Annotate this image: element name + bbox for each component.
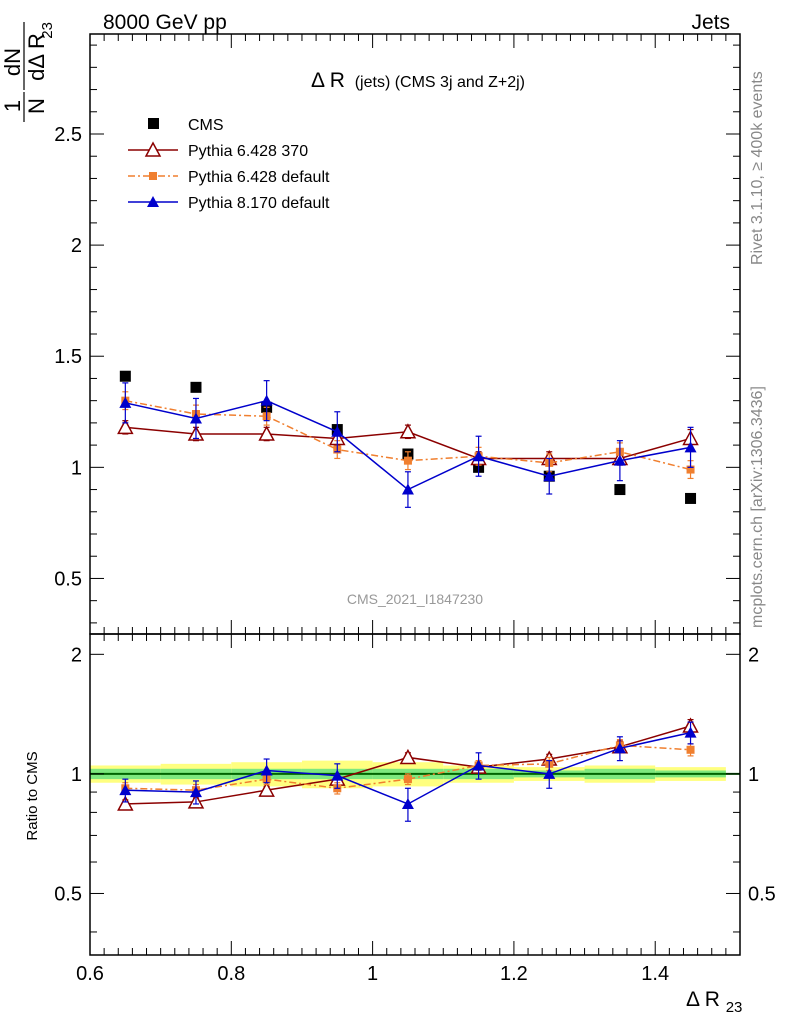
ratio-point-py8-default bbox=[331, 769, 344, 781]
data-point-py8-default bbox=[613, 454, 626, 466]
x-tick-label: 1.4 bbox=[641, 963, 669, 985]
ylabel-N: N bbox=[24, 98, 49, 114]
process-label: Jets bbox=[691, 11, 730, 34]
ratio-point-py8-default bbox=[260, 764, 273, 776]
ylabel-sub: 23 bbox=[39, 22, 56, 39]
main-title-suffix: (jets) (CMS 3j and Z+2j) bbox=[355, 74, 525, 91]
x-tick-label: 0.6 bbox=[76, 963, 104, 985]
x-axis-label-var: Δ R bbox=[686, 988, 720, 1011]
main-axis-ticks: 0.5 1 1.5 2 2.5 bbox=[54, 34, 740, 634]
legend: CMS Pythia 6.428 370 Pythia 6.428 defaul… bbox=[128, 117, 330, 212]
data-point-cms bbox=[190, 381, 202, 393]
ratio-point-py6-default bbox=[686, 745, 695, 754]
data-point-py6-default bbox=[686, 465, 695, 474]
ratio-frame bbox=[89, 633, 741, 956]
ratio-band bbox=[90, 760, 740, 789]
ratio-point-py8-default bbox=[543, 767, 556, 779]
x-tick-label: 0.8 bbox=[217, 963, 245, 985]
legend-label-py6-default: Pythia 6.428 default bbox=[188, 169, 330, 186]
rivet-label: Rivet 3.1.10, ≥ 400k events bbox=[749, 71, 766, 265]
main-panel: 0.5 1 1.5 2 2.5 Δ R (jets) (CMS 3j and Z+2j)… bbox=[0, 22, 741, 635]
data-point-py8-default bbox=[189, 412, 202, 424]
ylabel-dR: dΔ R bbox=[24, 33, 49, 81]
x-tick-label: 1 bbox=[367, 963, 378, 985]
main-y-label: 1 N dN dΔ R 23 bbox=[0, 22, 56, 122]
ratio-point-py6-370 bbox=[117, 795, 134, 811]
main-y-tick-label: 2 bbox=[71, 235, 82, 257]
data-point-py8-default bbox=[260, 394, 273, 406]
data-point-cms bbox=[685, 492, 697, 504]
main-title-var: Δ R bbox=[311, 69, 345, 92]
data-point-cms bbox=[119, 370, 131, 382]
ratio-point-py6-370 bbox=[399, 748, 417, 765]
mcplots-label: mcplots.cern.ch [arXiv:1306.3436] bbox=[749, 386, 766, 628]
data-point-py8-default bbox=[331, 425, 344, 437]
ratio-point-py8-default bbox=[613, 742, 626, 754]
ratio-point-py8-default bbox=[472, 759, 485, 771]
data-point-py6-370 bbox=[258, 425, 275, 441]
legend-label-cms: CMS bbox=[188, 117, 224, 134]
ratio-y-tick-label-right: 2 bbox=[748, 644, 759, 666]
data-point-cms bbox=[614, 484, 626, 496]
ratio-point-py6-370 bbox=[258, 781, 275, 797]
series-line-py6-default bbox=[125, 399, 691, 471]
legend-label-py8-default: Pythia 8.170 default bbox=[188, 195, 330, 212]
x-axis-label-sub: 23 bbox=[726, 999, 743, 1016]
ratio-series-py8-default bbox=[119, 721, 697, 822]
main-title: Δ R (jets) (CMS 3j and Z+2j) bbox=[311, 69, 525, 92]
data-point-py8-default bbox=[472, 450, 485, 462]
ratio-y-tick-label: 0.5 bbox=[54, 883, 82, 905]
ylabel-dN: dN bbox=[0, 48, 25, 76]
main-y-tick-label: 0.5 bbox=[54, 568, 82, 590]
ratio-point-py8-default bbox=[684, 726, 697, 738]
ratio-point-py6-default bbox=[403, 775, 412, 784]
data-point-py8-default bbox=[119, 396, 132, 408]
energy-label: 8000 GeV pp bbox=[103, 11, 227, 34]
ratio-marks bbox=[117, 717, 699, 822]
ratio-y-label: Ratio to CMS bbox=[24, 751, 41, 840]
data-point-py8-default bbox=[401, 483, 414, 495]
data-point-py6-370 bbox=[117, 418, 134, 435]
legend-marker-py6-default bbox=[149, 172, 157, 180]
main-y-tick-label: 1 bbox=[71, 457, 82, 479]
ratio-y-tick-label-right: 1 bbox=[748, 764, 759, 786]
main-y-tick-label: 1.5 bbox=[54, 346, 82, 368]
data-point-py8-default bbox=[543, 470, 556, 482]
x-tick-label: 1.2 bbox=[500, 963, 528, 985]
ratio-point-py8-default bbox=[401, 797, 414, 809]
ratio-point-py8-default bbox=[119, 784, 132, 796]
x-axis-label: Δ R 23 bbox=[686, 988, 742, 1016]
data-point-py6-370 bbox=[399, 423, 417, 439]
ratio-axis-ticks: 0.5 0.5 1 1 2 2 0.6 0.8 1 1.2 1.4 bbox=[54, 634, 776, 985]
data-point-py6-default bbox=[403, 456, 412, 465]
main-y-tick-label: 2.5 bbox=[54, 124, 82, 146]
data-point-py8-default bbox=[684, 441, 697, 453]
series-py8-default bbox=[119, 380, 697, 508]
ratio-y-tick-label-right: 0.5 bbox=[748, 883, 776, 905]
ylabel-one: 1 bbox=[0, 100, 25, 112]
legend-label-py6-370: Pythia 6.428 370 bbox=[188, 143, 308, 160]
legend-marker-py6-370 bbox=[144, 141, 162, 157]
ratio-panel: 0.5 0.5 1 1 2 2 0.6 0.8 1 1.2 1.4 Ratio to CMS Δ R… bbox=[24, 633, 776, 1016]
main-marks bbox=[117, 370, 699, 508]
ratio-line-py6-default bbox=[125, 744, 691, 791]
legend-marker-py8-default bbox=[147, 196, 159, 207]
ratio-y-tick-label: 2 bbox=[71, 644, 82, 666]
ratio-y-tick-label: 1 bbox=[71, 764, 82, 786]
legend-marker-cms bbox=[148, 118, 159, 129]
analysis-id: CMS_2021_I1847230 bbox=[347, 591, 483, 607]
ratio-point-py8-default bbox=[189, 786, 202, 798]
